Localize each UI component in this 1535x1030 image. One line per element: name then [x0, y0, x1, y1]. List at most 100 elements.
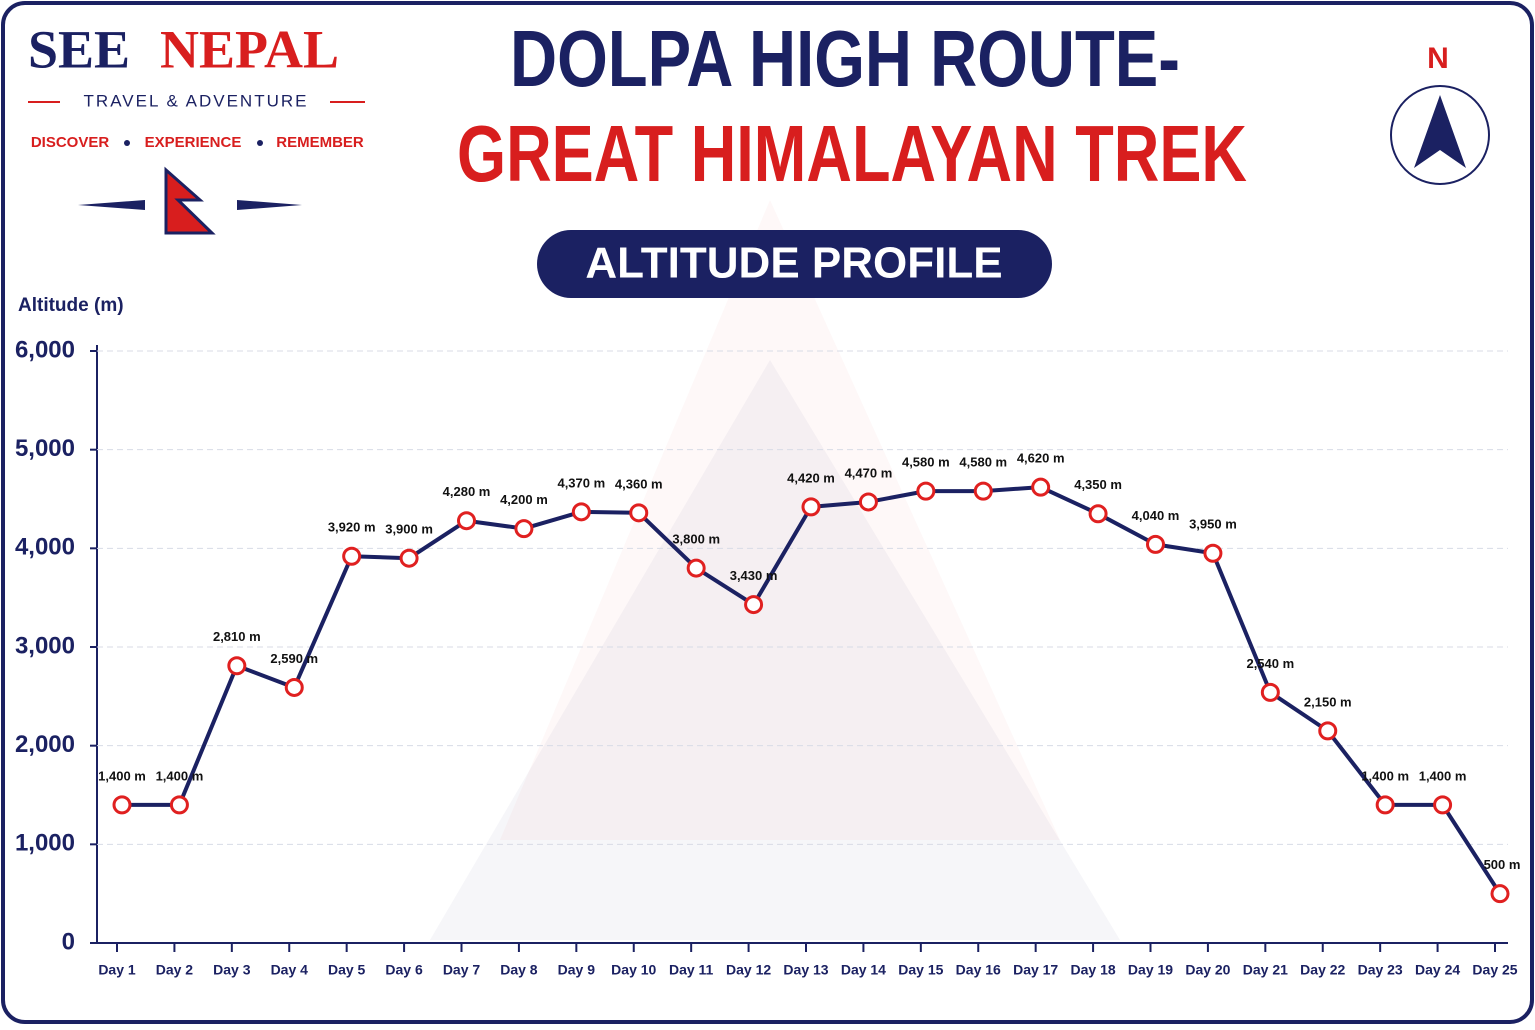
marker — [916, 481, 936, 501]
marker — [629, 503, 649, 523]
x-tick-label: Day 3 — [213, 962, 251, 978]
ornament — [78, 200, 145, 210]
compass-needle — [1414, 95, 1466, 168]
marker — [744, 595, 764, 615]
x-tick-label: Day 8 — [500, 962, 538, 978]
brand-name: SEE — [28, 19, 130, 79]
marker — [1031, 477, 1051, 497]
brand-name: NEPAL — [160, 19, 339, 79]
data-label: 3,920 m — [328, 520, 376, 535]
x-tick-label: Day 19 — [1128, 962, 1173, 978]
data-label: 4,360 m — [615, 476, 663, 491]
data-label: 1,400 m — [156, 768, 204, 783]
x-tick-label: Day 6 — [385, 962, 423, 978]
chart-title: DOLPA HIGH ROUTE- — [510, 14, 1180, 103]
marker — [1146, 534, 1165, 554]
x-tick-label: Day 11 — [669, 962, 714, 978]
data-label: 4,620 m — [1017, 451, 1065, 466]
marker — [1260, 682, 1280, 702]
brand-motto: EXPERIENCE — [145, 134, 242, 151]
marker — [686, 558, 706, 578]
brand-motto: REMEMBER — [276, 134, 364, 151]
x-tick-label: Day 21 — [1243, 962, 1288, 978]
ornament — [237, 200, 302, 210]
data-label: 1,400 m — [98, 768, 146, 783]
chart-subtitle: ALTITUDE PROFILE — [585, 239, 1002, 288]
marker — [801, 497, 821, 517]
data-label: 4,280 m — [443, 484, 491, 499]
x-tick-label: Day 14 — [841, 962, 886, 978]
y-axis-label: Altitude (m) — [18, 295, 124, 316]
x-tick-label: Day 7 — [443, 962, 481, 978]
watermark — [430, 360, 1120, 940]
marker — [457, 511, 476, 531]
marker — [227, 656, 247, 676]
data-label: 4,420 m — [787, 470, 835, 485]
data-label: 3,430 m — [730, 568, 778, 583]
data-label: 4,580 m — [959, 455, 1007, 470]
x-tick-label: Day 10 — [611, 962, 656, 978]
y-tick-label: 2,000 — [15, 731, 75, 758]
marker — [112, 795, 132, 815]
brand-tagline: TRAVEL & ADVENTURE — [84, 91, 309, 110]
x-tick-label: Day 5 — [328, 962, 366, 978]
marker — [1375, 795, 1395, 815]
marker — [169, 795, 189, 815]
data-label: 4,470 m — [845, 465, 893, 480]
data-label: 2,540 m — [1246, 656, 1294, 671]
x-tick-label: Day 23 — [1358, 962, 1403, 978]
marker — [1203, 543, 1223, 563]
data-label: 4,350 m — [1074, 477, 1122, 492]
x-tick-label: Day 4 — [271, 962, 309, 978]
dot — [257, 140, 263, 146]
data-label: 3,950 m — [1189, 517, 1237, 532]
data-label: 4,040 m — [1132, 508, 1180, 523]
marker — [342, 546, 362, 566]
subtitle-pill — [537, 230, 1052, 298]
flag — [164, 166, 216, 235]
x-tick-label: Day 1 — [98, 962, 136, 978]
y-tick-label: 6,000 — [15, 336, 75, 363]
marker — [514, 519, 534, 539]
y-tick-label: 3,000 — [15, 632, 75, 659]
marker — [1088, 504, 1108, 524]
chart-title: GREAT HIMALAYAN TREK — [457, 109, 1247, 198]
marker — [399, 548, 419, 568]
x-tick-label: Day 22 — [1300, 962, 1345, 978]
y-tick-label: 1,000 — [15, 830, 75, 857]
marker — [1490, 884, 1510, 904]
marker — [284, 677, 304, 697]
data-label: 3,900 m — [385, 522, 433, 537]
x-tick-label: Day 16 — [956, 962, 1001, 978]
dot — [124, 140, 130, 146]
x-tick-label: Day 13 — [783, 962, 828, 978]
x-tick-label: Day 17 — [1013, 962, 1058, 978]
data-label: 3,800 m — [672, 532, 720, 547]
x-tick-label: Day 24 — [1415, 962, 1460, 978]
x-tick-label: Day 18 — [1071, 962, 1116, 978]
x-tick-label: Day 15 — [898, 962, 943, 978]
brand-motto: DISCOVER — [31, 134, 110, 151]
x-tick-label: Day 2 — [156, 962, 194, 978]
data-label: 1,400 m — [1419, 768, 1467, 783]
data-label: 4,580 m — [902, 455, 950, 470]
marker — [858, 492, 878, 512]
y-tick-label: 4,000 — [15, 534, 75, 561]
marker — [973, 481, 993, 501]
y-tick-label: 0 — [62, 928, 75, 955]
data-label: 1,400 m — [1361, 768, 1409, 783]
x-tick-label: Day 12 — [726, 962, 771, 978]
x-tick-label: Day 9 — [558, 962, 596, 978]
compass-label: N — [1427, 42, 1449, 75]
marker — [571, 502, 591, 522]
marker — [1433, 795, 1453, 815]
compass — [1390, 85, 1490, 185]
data-label: 500 m — [1484, 857, 1521, 872]
data-label: 2,150 m — [1304, 694, 1352, 709]
x-tick-label: Day 20 — [1185, 962, 1230, 978]
data-label: 2,590 m — [270, 651, 318, 666]
data-label: 4,200 m — [500, 492, 548, 507]
